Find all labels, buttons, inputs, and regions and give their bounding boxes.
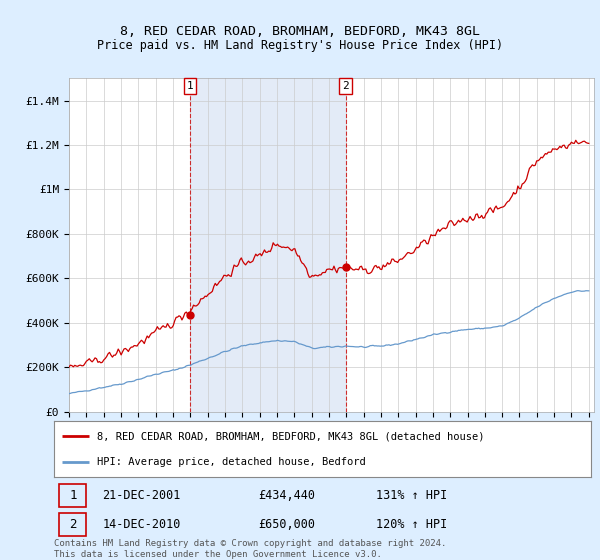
- Text: £434,440: £434,440: [258, 489, 315, 502]
- Text: 8, RED CEDAR ROAD, BROMHAM, BEDFORD, MK43 8GL: 8, RED CEDAR ROAD, BROMHAM, BEDFORD, MK4…: [120, 25, 480, 38]
- Text: Contains HM Land Registry data © Crown copyright and database right 2024.
This d: Contains HM Land Registry data © Crown c…: [54, 539, 446, 559]
- Text: 131% ↑ HPI: 131% ↑ HPI: [376, 489, 448, 502]
- Text: 1: 1: [187, 81, 193, 91]
- Text: 2: 2: [69, 518, 77, 531]
- Text: 21-DEC-2001: 21-DEC-2001: [103, 489, 181, 502]
- Text: Price paid vs. HM Land Registry's House Price Index (HPI): Price paid vs. HM Land Registry's House …: [97, 39, 503, 52]
- Bar: [59, 513, 86, 536]
- Bar: [190, 78, 346, 412]
- Text: 1: 1: [69, 489, 77, 502]
- Text: £650,000: £650,000: [258, 518, 315, 531]
- Bar: [59, 484, 86, 507]
- Text: 120% ↑ HPI: 120% ↑ HPI: [376, 518, 448, 531]
- Text: 2: 2: [342, 81, 349, 91]
- Text: 8, RED CEDAR ROAD, BROMHAM, BEDFORD, MK43 8GL (detached house): 8, RED CEDAR ROAD, BROMHAM, BEDFORD, MK4…: [97, 431, 484, 441]
- Text: HPI: Average price, detached house, Bedford: HPI: Average price, detached house, Bedf…: [97, 457, 366, 467]
- Text: 14-DEC-2010: 14-DEC-2010: [103, 518, 181, 531]
